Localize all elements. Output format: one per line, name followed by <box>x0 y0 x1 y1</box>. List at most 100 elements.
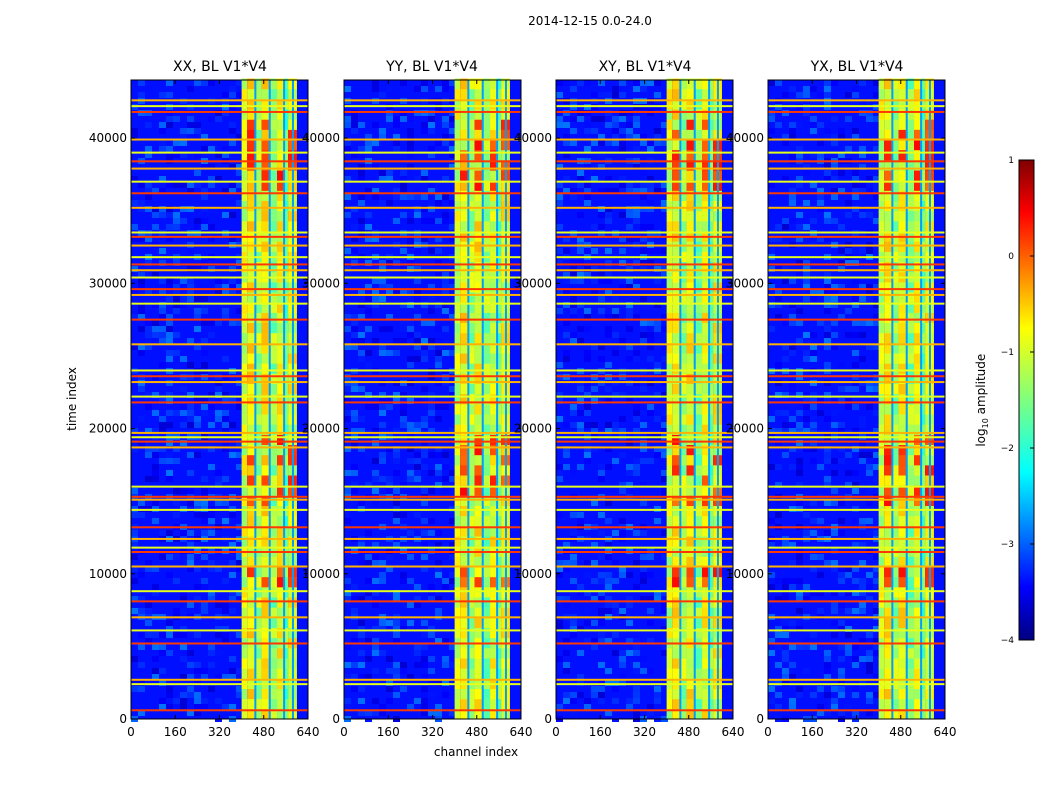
heatmap-cell <box>619 176 626 182</box>
heatmap-cell <box>810 128 817 134</box>
heatmap-cell <box>421 128 428 134</box>
heatmap-cell <box>490 88 497 100</box>
heatmap-cell <box>920 261 926 273</box>
heatmap-cell <box>428 308 435 314</box>
heatmap-cell <box>619 110 626 116</box>
heatmap-cell <box>873 314 880 320</box>
heatmap-cell <box>166 320 173 326</box>
heatmap-cell <box>474 220 483 232</box>
heatmap-cell <box>884 424 892 435</box>
heatmap-cell <box>428 632 435 638</box>
heatmap-cell <box>247 312 255 324</box>
heatmap-cell <box>208 80 215 86</box>
heatmap-cell <box>277 190 284 202</box>
heatmap-cell <box>803 164 810 170</box>
heatmap-cell <box>474 464 483 476</box>
heatmap-cell <box>878 180 885 191</box>
heatmap-cell <box>708 525 714 537</box>
heatmap-cell <box>365 404 372 410</box>
heatmap-cell <box>838 644 845 650</box>
heatmap-cell <box>694 139 703 151</box>
heatmap-cell <box>598 470 605 476</box>
heatmap-cell <box>229 488 236 494</box>
heatmap-cell <box>598 578 605 584</box>
heatmap-cell <box>166 452 173 458</box>
heatmap-cell <box>584 356 591 362</box>
heatmap-cell <box>694 292 703 303</box>
heatmap-cell <box>449 470 456 476</box>
heatmap-cell <box>241 88 248 100</box>
heatmap-cell <box>379 410 386 416</box>
heatmap-cell <box>831 620 838 626</box>
heatmap-cell <box>482 119 491 130</box>
heatmap-cell <box>241 210 248 222</box>
heatmap-cell <box>612 86 619 92</box>
heatmap-cell <box>393 470 400 476</box>
heatmap-cell <box>672 658 680 669</box>
heatmap-cell <box>222 290 229 296</box>
heatmap-cell <box>810 458 817 464</box>
heatmap-cell <box>633 164 640 170</box>
heatmap-cell <box>247 332 255 344</box>
heatmap-cell <box>428 356 435 362</box>
channel-gap <box>496 80 499 719</box>
heatmap-cell <box>563 110 570 116</box>
heatmap-cell <box>920 414 926 425</box>
heatmap-cell <box>393 440 400 446</box>
heatmap-cell <box>577 464 584 470</box>
heatmap-cell <box>570 404 577 410</box>
heatmap-cell <box>187 530 194 536</box>
heatmap-cell <box>898 78 907 90</box>
heatmap-cell <box>283 149 289 161</box>
heatmap-cell <box>247 444 255 456</box>
heatmap-cell <box>229 182 236 188</box>
heatmap-cell <box>563 698 570 704</box>
heatmap-cell <box>194 692 201 698</box>
rfi-line <box>556 550 733 553</box>
heatmap-cell <box>283 525 289 537</box>
heatmap-cell <box>460 302 468 313</box>
heatmap-cell <box>914 363 921 374</box>
heatmap-cell <box>393 674 400 680</box>
heatmap-cell <box>605 134 612 140</box>
heatmap-cell <box>831 398 838 404</box>
heatmap-cell <box>775 662 782 668</box>
heatmap-cell <box>884 627 892 639</box>
heatmap-cell <box>372 650 379 656</box>
heatmap-cell <box>626 128 633 134</box>
heatmap-cell <box>269 292 278 303</box>
heatmap-cell <box>920 190 926 202</box>
heatmap-cell <box>666 220 673 232</box>
heatmap-cell <box>467 220 475 232</box>
heatmap-cell <box>166 692 173 698</box>
rfi-line <box>768 343 945 346</box>
heatmap-cell <box>619 428 626 434</box>
heatmap-cell <box>633 146 640 152</box>
heatmap-cell <box>490 698 497 710</box>
heatmap-cell <box>845 92 852 98</box>
heatmap-cell <box>490 688 497 700</box>
heatmap-cell <box>222 410 229 416</box>
heatmap-cell <box>386 326 393 332</box>
heatmap-cell <box>474 210 483 222</box>
rfi-line <box>556 629 733 632</box>
heatmap-cell <box>626 284 633 290</box>
heatmap-cell <box>496 647 502 659</box>
heatmap-cell <box>654 326 661 332</box>
heatmap-cell <box>672 414 680 425</box>
heatmap-cell <box>906 475 915 486</box>
heatmap-cell <box>694 647 703 659</box>
heatmap-cell <box>654 80 661 86</box>
heatmap-cell <box>584 620 591 626</box>
heatmap-cell <box>654 266 661 272</box>
heatmap-cell <box>490 322 497 334</box>
rfi-line <box>768 709 945 712</box>
heatmap-cell <box>605 218 612 224</box>
heatmap-cell <box>563 140 570 146</box>
heatmap-cell <box>159 422 166 428</box>
heatmap-cell <box>626 698 633 704</box>
heatmap-cell <box>261 159 270 171</box>
heatmap-cell <box>679 566 687 578</box>
heatmap-cell <box>817 464 824 470</box>
heatmap-cell <box>563 350 570 356</box>
